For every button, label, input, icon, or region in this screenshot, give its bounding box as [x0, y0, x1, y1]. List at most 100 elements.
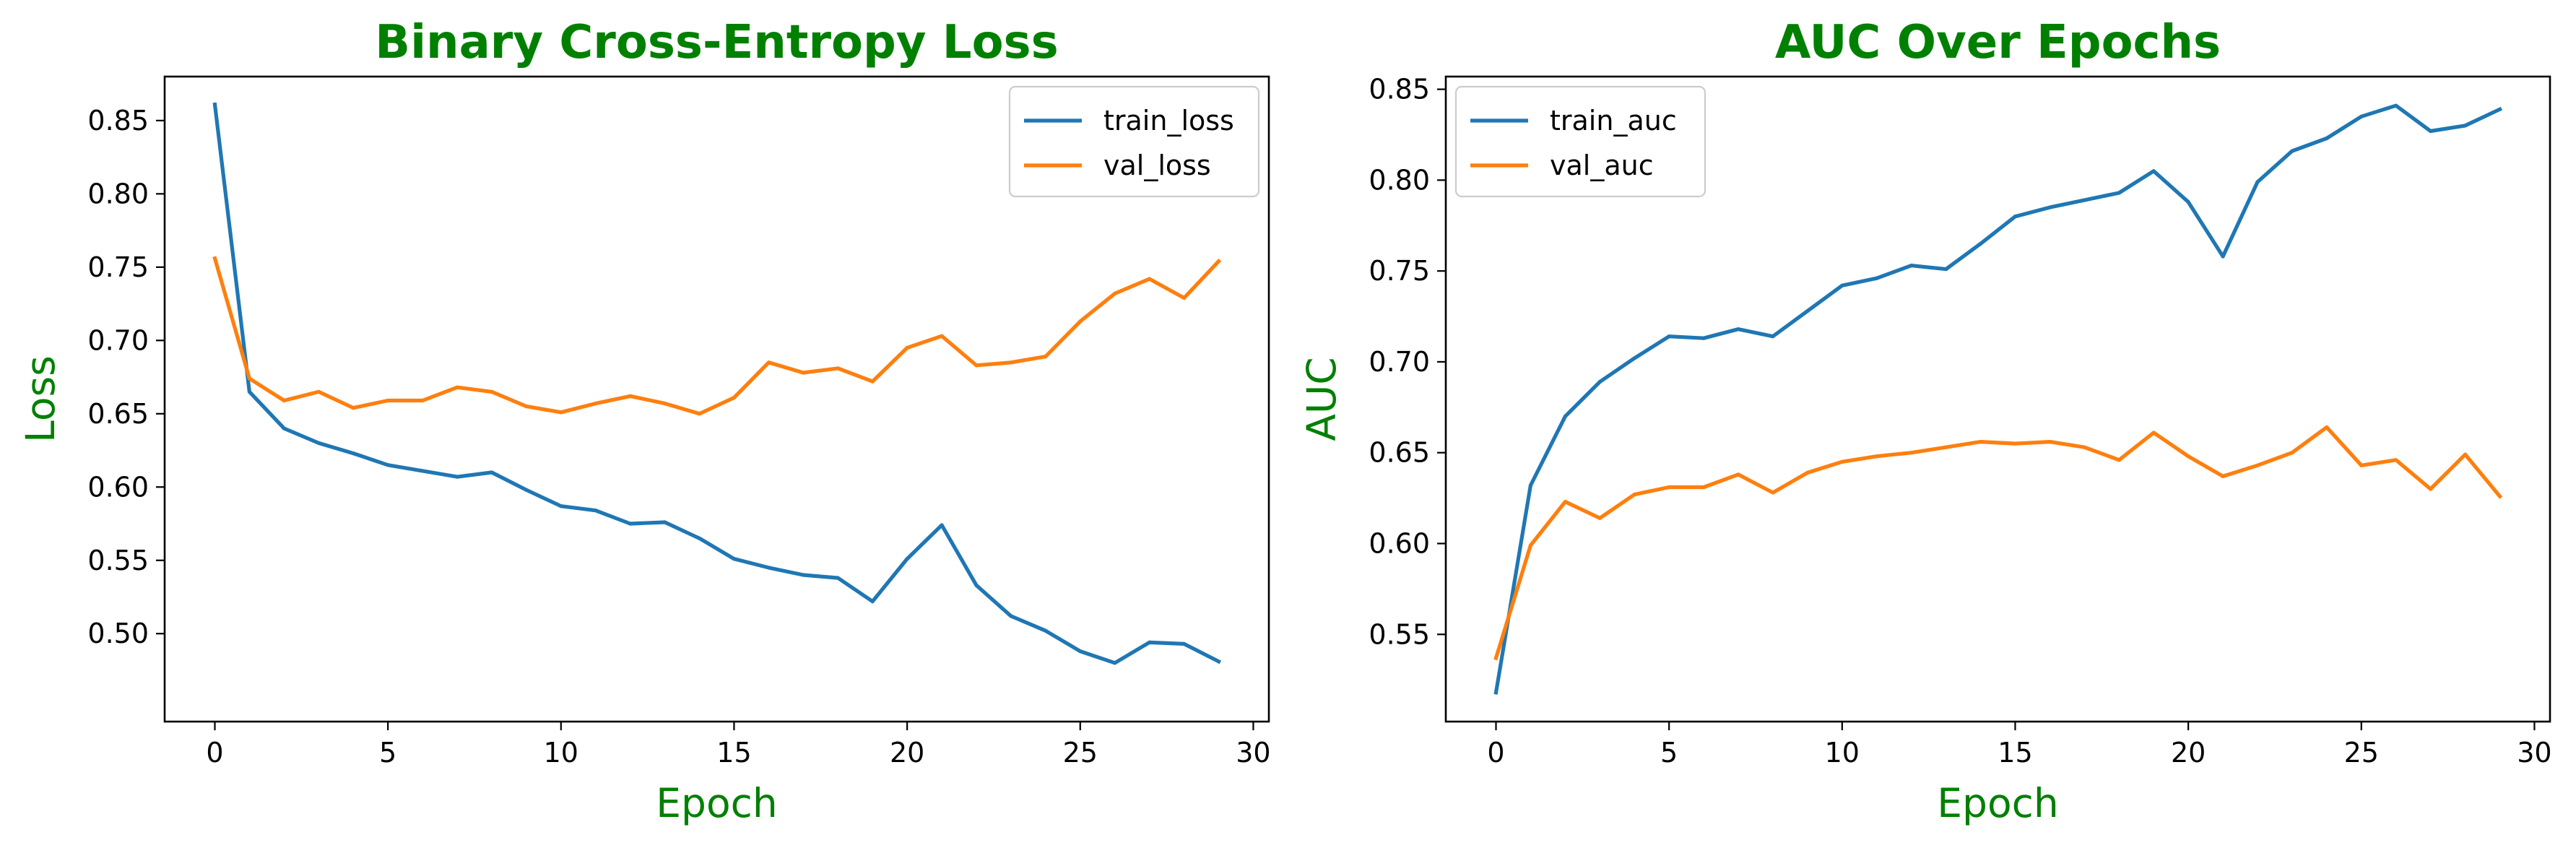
val-loss-point [1078, 319, 1083, 324]
legend-box [1008, 85, 1260, 198]
train-auc-point [1944, 267, 1948, 272]
train-loss-line [212, 102, 1221, 665]
x-tick-label: 15 [716, 737, 751, 769]
val-auc-point [1909, 451, 1914, 455]
train-loss-point [1182, 641, 1187, 646]
train-loss-point [1078, 649, 1083, 654]
train-auc-point [2429, 129, 2433, 134]
loss-chart-title: Binary Cross-Entropy Loss [375, 16, 1058, 69]
y-axis-label: Loss [17, 355, 64, 443]
val-auc-point [2394, 458, 2398, 462]
train-loss-point [801, 573, 805, 577]
train-loss-point [212, 103, 217, 107]
val-auc-point [2151, 431, 2156, 435]
train-auc-point [1840, 283, 1844, 287]
val-auc-point [2013, 441, 2018, 446]
train-auc-point [1528, 483, 1532, 488]
val-auc-point [1840, 459, 1844, 464]
auc-legend: train_auc val_auc [1454, 85, 1707, 198]
train-loss-point [490, 470, 494, 475]
val-auc-point [1667, 485, 1671, 490]
train-auc-point [2359, 114, 2364, 118]
y-tick-label: 0.50 [87, 618, 149, 649]
val-loss-point [559, 410, 563, 415]
val-loss-point [1148, 277, 1152, 281]
train-loss-point [386, 463, 390, 467]
x-axis-label: Epoch [1937, 780, 2058, 826]
y-tick-label: 0.75 [87, 251, 149, 283]
val-loss-point [594, 402, 598, 406]
val-loss-line [212, 256, 1222, 416]
train-auc-point [2013, 215, 2018, 219]
train-auc-point [1632, 356, 1636, 360]
train-loss-point [282, 426, 286, 431]
y-tick-label: 0.55 [87, 545, 149, 576]
val-auc-point [1701, 485, 1706, 490]
train-loss-point [836, 576, 840, 580]
val-loss-point [663, 402, 667, 406]
x-tick-label: 20 [2171, 737, 2206, 769]
val-auc-point [1493, 656, 1499, 660]
val-loss-point [1113, 291, 1117, 295]
x-tick-label: 30 [2517, 737, 2551, 769]
val-auc-point [1875, 454, 1879, 459]
y-axis-label: AUC [1298, 357, 1345, 441]
val-loss-point [940, 334, 944, 338]
train-loss-point [766, 566, 771, 570]
auc-chart-title: AUC Over Epochs [1775, 16, 2221, 69]
val-loss-point [420, 398, 425, 403]
val-auc-point [2463, 452, 2468, 457]
loss-legend: train_loss val_loss [1008, 85, 1260, 198]
train-loss-point [905, 557, 909, 561]
y-tick-label: 0.70 [1369, 346, 1430, 378]
val-loss-point [1009, 360, 1013, 365]
y-tick-label: 0.85 [87, 105, 149, 137]
val-loss-point [455, 385, 459, 389]
y-tick-label: 0.80 [87, 178, 149, 209]
val-loss-point [905, 345, 909, 350]
train-auc-line [1493, 103, 2502, 695]
x-tick-label: 20 [890, 737, 924, 769]
x-tick-label: 10 [1825, 737, 1860, 769]
val-auc-point [1632, 493, 1636, 497]
train-auc-point [2082, 198, 2086, 202]
val-loss-point [386, 398, 390, 403]
x-tick-label: 25 [2344, 737, 2379, 769]
val-auc-point [2497, 494, 2502, 498]
val-auc-legend-label: val_auc [1550, 150, 1654, 181]
train-auc-point [1701, 336, 1706, 340]
val-loss-point [801, 371, 805, 375]
train-loss-point [940, 523, 944, 527]
val-auc-point [2255, 463, 2260, 467]
train-auc-point [1667, 334, 1671, 339]
train-loss-point [1216, 659, 1221, 664]
train-loss-point [628, 522, 633, 526]
train-loss-point [1113, 661, 1117, 665]
train-auc-point [1875, 276, 1879, 280]
train-loss-point [870, 600, 875, 604]
val-auc-point [1736, 472, 1740, 477]
train-auc-point [2394, 103, 2398, 108]
train-loss-point [732, 557, 737, 561]
val-auc-point [1978, 440, 1983, 444]
train-auc-point [2290, 149, 2294, 153]
val-loss-point [836, 366, 840, 371]
train-auc-point [2151, 169, 2156, 173]
loss-axes-frame [163, 75, 1270, 723]
val-auc-point [1597, 516, 1602, 520]
auc-axes-frame [1444, 75, 2551, 723]
val-auc-point [2221, 474, 2225, 479]
train-loss-point [559, 504, 563, 509]
train-loss-point [1148, 640, 1152, 645]
train-loss-point [420, 469, 425, 473]
val-loss-point [1216, 259, 1221, 264]
val-auc-point [2117, 458, 2121, 462]
train-loss-legend-label: train_loss [1103, 105, 1234, 137]
train-auc-point [2186, 200, 2190, 204]
val-auc-point [2186, 454, 2190, 459]
train-loss-point [1009, 614, 1013, 618]
val-auc-point [2047, 440, 2052, 444]
val-auc-point [2290, 451, 2294, 455]
val-loss-point [490, 389, 494, 394]
